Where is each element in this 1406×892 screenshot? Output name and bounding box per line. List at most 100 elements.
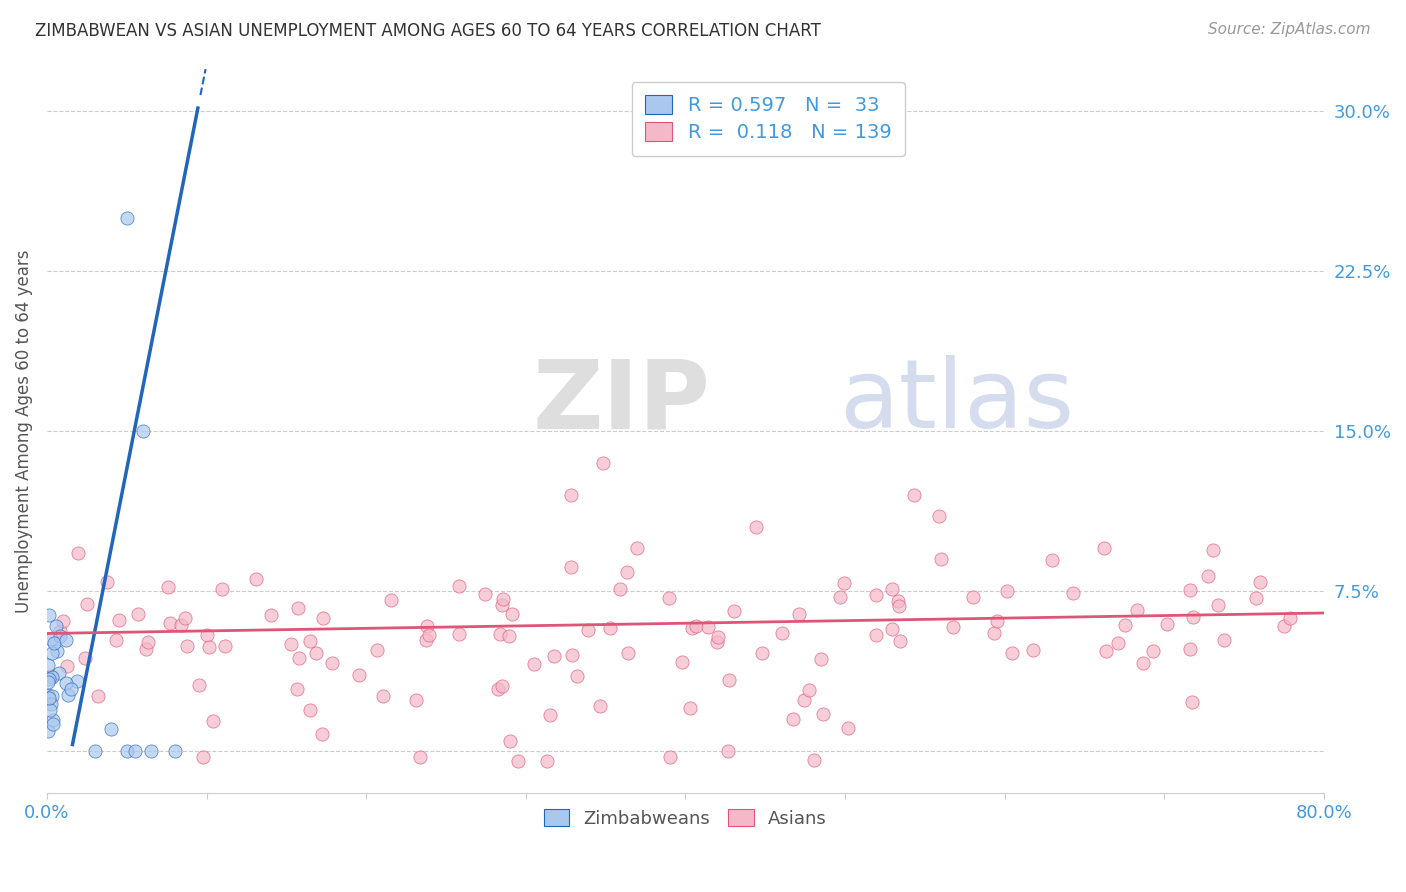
Point — [810, 652, 832, 666]
Point — [929, 552, 952, 566]
Point — [38, 702, 60, 716]
Point — [163, 744, 186, 758]
Point — [124, 744, 146, 758]
Point — [86, 689, 108, 703]
Point — [803, 753, 825, 767]
Point — [1142, 643, 1164, 657]
Point — [681, 621, 703, 635]
Point — [1208, 598, 1230, 612]
Point — [560, 488, 582, 502]
Text: ZIP: ZIP — [531, 355, 710, 449]
Point — [416, 618, 439, 632]
Point — [887, 599, 910, 613]
Point — [66, 673, 89, 688]
Point — [745, 520, 768, 534]
Text: Source: ZipAtlas.com: Source: ZipAtlas.com — [1208, 22, 1371, 37]
Point — [1274, 619, 1296, 633]
Point — [986, 614, 1008, 628]
Point — [48, 624, 70, 639]
Point — [1202, 542, 1225, 557]
Point — [491, 679, 513, 693]
Point — [1132, 656, 1154, 670]
Point — [782, 712, 804, 726]
Point — [828, 591, 851, 605]
Point — [245, 572, 267, 586]
Point — [311, 727, 333, 741]
Point — [1040, 553, 1063, 567]
Point — [599, 621, 621, 635]
Point — [696, 620, 718, 634]
Point — [942, 620, 965, 634]
Point — [108, 613, 131, 627]
Point — [1094, 643, 1116, 657]
Point — [707, 630, 730, 644]
Point — [321, 657, 343, 671]
Point — [543, 649, 565, 664]
Point — [1197, 569, 1219, 583]
Point — [115, 211, 138, 225]
Point — [135, 641, 157, 656]
Point — [561, 648, 583, 662]
Point — [56, 658, 79, 673]
Point — [679, 700, 702, 714]
Point — [415, 632, 437, 647]
Point — [447, 627, 470, 641]
Point — [42, 713, 65, 727]
Point — [489, 626, 512, 640]
Point — [67, 546, 90, 560]
Point — [46, 644, 69, 658]
Point — [214, 640, 236, 654]
Point — [100, 723, 122, 737]
Point — [44, 636, 66, 650]
Point — [195, 628, 218, 642]
Point — [73, 650, 96, 665]
Point — [685, 619, 707, 633]
Point — [1182, 610, 1205, 624]
Point — [131, 424, 153, 438]
Point — [1279, 611, 1302, 625]
Point — [37, 675, 59, 690]
Point — [39, 697, 62, 711]
Point — [136, 634, 159, 648]
Point — [1178, 583, 1201, 598]
Point — [37, 723, 59, 738]
Point — [202, 714, 225, 728]
Point — [41, 671, 63, 685]
Point — [962, 590, 984, 604]
Point — [486, 682, 509, 697]
Point — [567, 669, 589, 683]
Point — [1092, 541, 1115, 556]
Point — [59, 682, 82, 697]
Point — [280, 637, 302, 651]
Point — [1001, 646, 1024, 660]
Point — [38, 673, 60, 687]
Point — [299, 634, 322, 648]
Point — [865, 628, 887, 642]
Point — [371, 690, 394, 704]
Point — [538, 708, 561, 723]
Point — [418, 628, 440, 642]
Point — [39, 669, 62, 683]
Point — [287, 682, 309, 697]
Point — [305, 646, 328, 660]
Point — [1107, 636, 1129, 650]
Point — [45, 618, 67, 632]
Text: atlas: atlas — [838, 355, 1074, 449]
Point — [770, 626, 793, 640]
Point — [797, 682, 820, 697]
Point — [474, 586, 496, 600]
Point — [211, 582, 233, 597]
Point — [658, 749, 681, 764]
Point — [523, 657, 546, 671]
Point — [173, 611, 195, 625]
Point — [139, 744, 162, 758]
Point — [498, 629, 520, 643]
Point — [41, 632, 63, 646]
Point — [658, 591, 681, 605]
Point — [928, 509, 950, 524]
Point — [616, 646, 638, 660]
Point — [176, 640, 198, 654]
Point — [191, 750, 214, 764]
Point — [96, 575, 118, 590]
Point — [405, 692, 427, 706]
